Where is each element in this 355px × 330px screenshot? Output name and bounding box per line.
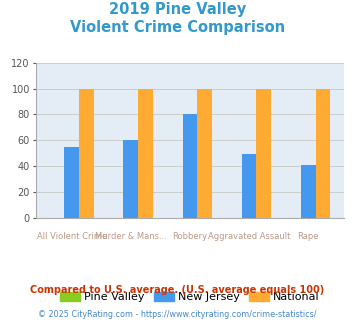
Text: Aggravated Assault: Aggravated Assault bbox=[208, 232, 290, 241]
Text: Rape: Rape bbox=[297, 232, 319, 241]
Bar bbox=[138, 88, 153, 218]
Bar bbox=[79, 88, 94, 218]
Text: Robbery: Robbery bbox=[173, 232, 207, 241]
Text: All Violent Crime: All Violent Crime bbox=[37, 232, 107, 241]
Bar bbox=[256, 88, 271, 218]
Bar bbox=[182, 115, 197, 218]
Bar bbox=[301, 165, 316, 218]
Text: Compared to U.S. average. (U.S. average equals 100): Compared to U.S. average. (U.S. average … bbox=[31, 285, 324, 295]
Text: 2019 Pine Valley: 2019 Pine Valley bbox=[109, 2, 246, 16]
Legend: Pine Valley, New Jersey, National: Pine Valley, New Jersey, National bbox=[60, 292, 320, 302]
Bar bbox=[197, 88, 212, 218]
Bar bbox=[124, 140, 138, 218]
Text: Murder & Mans...: Murder & Mans... bbox=[95, 232, 167, 241]
Text: Violent Crime Comparison: Violent Crime Comparison bbox=[70, 20, 285, 35]
Text: © 2025 CityRating.com - https://www.cityrating.com/crime-statistics/: © 2025 CityRating.com - https://www.city… bbox=[38, 310, 317, 319]
Bar bbox=[64, 147, 79, 218]
Bar bbox=[316, 88, 330, 218]
Bar bbox=[242, 154, 256, 218]
